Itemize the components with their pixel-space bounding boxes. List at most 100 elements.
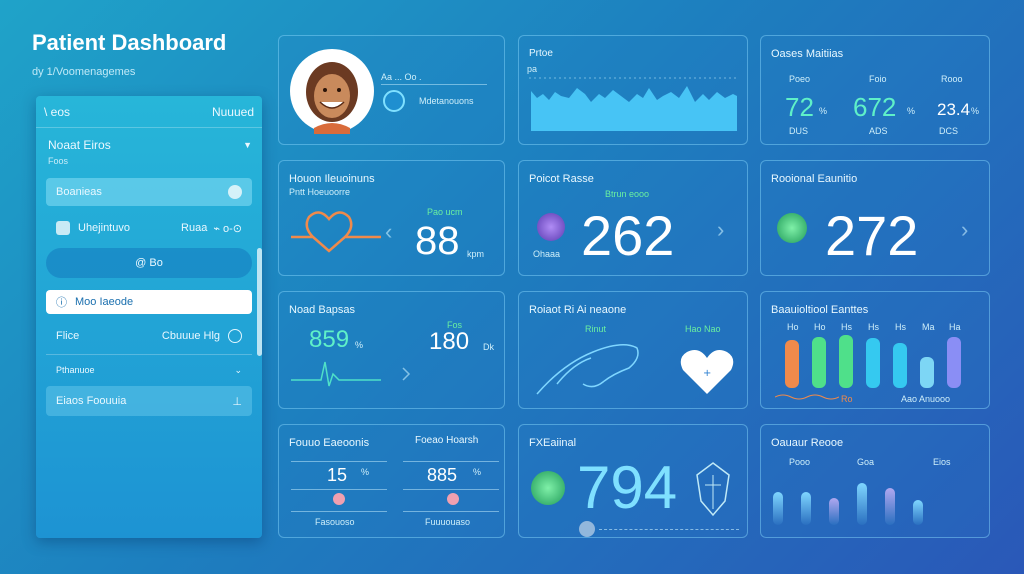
level-bar bbox=[947, 337, 961, 388]
card-subtitle: Pntt Hoeuoorre bbox=[289, 187, 351, 197]
level-bar-label: Hs bbox=[895, 322, 906, 332]
card-title: FXEaiinal bbox=[529, 437, 577, 449]
summary-label: Eios bbox=[933, 457, 951, 467]
sidebar-item-1[interactable]: Boanieas bbox=[46, 178, 252, 206]
sidebar: \ eos Nuuued Noaat Eiros ▼ Foos Boanieas… bbox=[36, 96, 262, 538]
axis-label: pa bbox=[527, 64, 538, 74]
levels-footer-right: Aao Anuooo bbox=[901, 394, 951, 404]
avatar-icon bbox=[228, 185, 242, 199]
levels-footer-left: Ro bbox=[841, 394, 853, 404]
levels-trend bbox=[775, 394, 839, 400]
gauge-icon bbox=[383, 90, 405, 112]
chevron-right-icon[interactable]: › bbox=[961, 217, 969, 242]
sidebar-item-4[interactable]: ⓘ Moo Iaeode bbox=[46, 290, 252, 314]
card-title: Baauioltiool Eanttes bbox=[771, 304, 869, 316]
divider bbox=[46, 354, 252, 355]
divider bbox=[403, 511, 499, 512]
summary-bar bbox=[801, 492, 811, 525]
pulse-card[interactable]: Prtoe pa bbox=[518, 35, 748, 145]
balance-left-value: 15 bbox=[327, 465, 348, 485]
oxygen-right-label: Fos bbox=[447, 320, 463, 330]
divider bbox=[403, 489, 499, 490]
chevron-left-icon[interactable]: ‹ bbox=[385, 219, 393, 244]
card-title: Oauaur Reooe bbox=[771, 437, 844, 449]
summary-label: Goa bbox=[857, 457, 875, 467]
card-title-left: Fouuo Eaeoonis bbox=[289, 437, 370, 449]
status-dot-icon bbox=[447, 493, 459, 505]
heart-outline-icon bbox=[291, 211, 381, 253]
summary-bar bbox=[913, 500, 923, 525]
patient-name: Aa ... Oo . bbox=[381, 72, 422, 82]
sidebar-header-right[interactable]: Nuuued bbox=[211, 104, 254, 119]
oxygen-left-value: 859 bbox=[309, 326, 350, 353]
sidebar-item-3[interactable]: @ Bo bbox=[46, 248, 252, 278]
vital-suffix: % bbox=[819, 106, 828, 116]
card-title: Oases Maitiias bbox=[771, 48, 844, 60]
chevron-down-icon[interactable]: ⌄ bbox=[234, 364, 242, 375]
balance-right-foot: Fuuuouaso bbox=[425, 517, 471, 527]
resp-card[interactable]: Rooional Eaunitio 272 › bbox=[760, 160, 990, 276]
sidebar-header-left: \ eos bbox=[44, 104, 71, 119]
summary-bar bbox=[885, 488, 895, 525]
document-icon bbox=[56, 221, 70, 235]
summary-card[interactable]: Oauaur Reooe Pooo Goa Eios bbox=[760, 424, 990, 538]
level-bar bbox=[866, 338, 880, 388]
rate-card[interactable]: Poicot Rasse Btrun eooo Ohaaa 262 › bbox=[518, 160, 748, 276]
sidebar-item-2[interactable]: Uhejintuvo Ruaa ⌁ o-⊙ bbox=[46, 216, 252, 240]
sidebar-item-5[interactable]: Flice Cbuuue Hlg bbox=[46, 324, 252, 348]
divider bbox=[291, 511, 387, 512]
level-bar bbox=[893, 343, 907, 388]
rate-badge: Btrun eooo bbox=[605, 189, 650, 199]
vital-suffix: % bbox=[907, 106, 916, 116]
oxygen-right-unit: Dk bbox=[483, 342, 494, 352]
sidebar-section-title: Noaat Eiros bbox=[48, 138, 111, 152]
sidebar-item-label: Moo Iaeode bbox=[75, 296, 134, 308]
balance-card[interactable]: Fouuo Eaeoonis Foeao Hoarsh 15 % 885 % F… bbox=[278, 424, 505, 538]
vitals-card[interactable]: Oases Maitiias Poeo Foio Rooo 72 % 672 %… bbox=[760, 35, 990, 145]
vital-unit: DUS bbox=[789, 126, 809, 136]
patient-card[interactable]: Aa ... Oo . Mdetanouons bbox=[278, 35, 505, 145]
vital-label: Rooo bbox=[941, 74, 963, 84]
pin-icon[interactable]: ⊥ bbox=[232, 395, 242, 408]
patient-avatar bbox=[290, 49, 374, 134]
level-bar bbox=[812, 337, 826, 388]
card-title: Rooional Eaunitio bbox=[771, 173, 858, 185]
levels-card[interactable]: Baauioltiool Eanttes Ho Ho Hs Hs Hs Ma Ha Ro A… bbox=[760, 291, 990, 409]
chevron-right-icon[interactable]: › bbox=[717, 217, 725, 242]
balance-left-unit: % bbox=[361, 467, 370, 477]
activity-right-label: Hao Nao bbox=[685, 324, 721, 334]
resp-value: 272 bbox=[825, 204, 919, 267]
level-bar-label: Hs bbox=[868, 322, 879, 332]
level-bar bbox=[839, 335, 853, 388]
radio-icon[interactable] bbox=[228, 329, 242, 343]
sidebar-section[interactable]: Noaat Eiros ▼ bbox=[36, 128, 262, 152]
pulse-chart bbox=[529, 77, 739, 131]
level-bar-label: Ho bbox=[814, 322, 826, 332]
summary-label: Pooo bbox=[789, 457, 811, 467]
score-card[interactable]: FXEaiinal 794 bbox=[518, 424, 748, 538]
chevron-down-icon[interactable]: ▼ bbox=[243, 140, 252, 150]
progress-track bbox=[599, 529, 739, 530]
scrollbar[interactable] bbox=[257, 248, 262, 356]
heart-card[interactable]: Houon Ileuoinuns Pntt Hoeuoorre ‹ Pao uc… bbox=[278, 160, 505, 276]
sidebar-item-7[interactable]: Eiaos Foouuia ⊥ bbox=[46, 386, 252, 416]
sidebar-item-label: Eiaos Foouuia bbox=[56, 395, 127, 407]
link-icon[interactable]: ⌁ o-⊙ bbox=[213, 222, 242, 235]
progress-dot[interactable] bbox=[579, 521, 595, 537]
leaf-icon bbox=[777, 213, 807, 243]
sidebar-item-label: Uhejintuvo bbox=[78, 222, 130, 234]
vital-value: 72 bbox=[785, 92, 814, 122]
activity-card[interactable]: Roiaot Ri Ai neaone Rinut Hao Nao + bbox=[518, 291, 748, 409]
sidebar-item-label: Flice bbox=[56, 330, 80, 342]
oxygen-card[interactable]: Noad Bapsas 859 % Fos 180 Dk bbox=[278, 291, 505, 409]
vital-suffix: % bbox=[971, 106, 980, 116]
status-dot-icon bbox=[333, 493, 345, 505]
heart-badge: Pao ucm bbox=[427, 207, 463, 217]
heart-unit: kpm bbox=[467, 249, 485, 259]
card-title: Noad Bapsas bbox=[289, 304, 356, 316]
level-bar bbox=[920, 357, 934, 388]
sidebar-header: \ eos Nuuued bbox=[36, 96, 262, 128]
balance-right-unit: % bbox=[473, 467, 482, 477]
sidebar-item-6[interactable]: Pthanuoe ⌄ bbox=[46, 358, 252, 382]
vital-value: 23.4 bbox=[937, 100, 971, 119]
